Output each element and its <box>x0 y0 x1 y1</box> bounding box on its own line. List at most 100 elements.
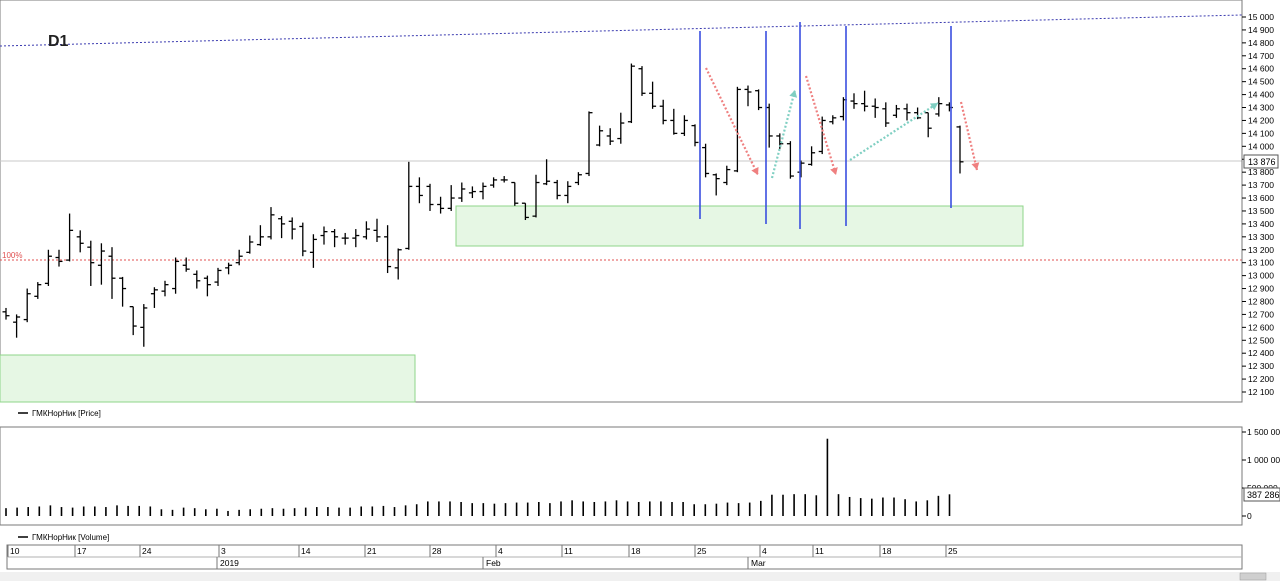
price-bar <box>574 172 582 186</box>
price-tick-label: 14 500 <box>1248 77 1274 87</box>
trend-arrows[interactable] <box>705 67 980 179</box>
price-bar <box>320 226 328 245</box>
trend-arrow-head <box>929 103 938 111</box>
price-tick-label: 13 000 <box>1248 271 1274 281</box>
price-bar <box>458 182 466 202</box>
volume-legend-label: ГМКНорНик [Volume] <box>32 533 109 542</box>
price-bar <box>341 232 349 245</box>
price-bar <box>437 196 445 214</box>
price-bar <box>108 247 116 299</box>
price-bar <box>511 181 519 206</box>
timeframe-label: D1 <box>48 33 69 50</box>
price-bar <box>23 288 31 323</box>
price-bar <box>553 179 561 200</box>
price-bar <box>521 202 529 221</box>
price-bar <box>405 161 413 250</box>
trend-arrow-head <box>751 166 759 175</box>
price-bar <box>861 90 869 112</box>
price-bar <box>150 287 158 308</box>
time-tick-label: 14 <box>301 546 311 556</box>
price-bar <box>267 207 275 240</box>
price-bar <box>659 99 667 125</box>
price-bar <box>723 165 731 186</box>
price-bar <box>256 225 264 246</box>
price-bar <box>638 66 646 96</box>
price-bar <box>97 243 105 285</box>
price-bar <box>914 107 922 120</box>
price-tick-label: 12 500 <box>1248 335 1274 345</box>
price-bar <box>193 270 201 289</box>
price-bar <box>384 225 392 274</box>
price-bar <box>543 159 551 186</box>
price-bar <box>871 98 879 118</box>
price-legend-label: ГМКНорНик [Price] <box>32 409 101 418</box>
price-bar <box>903 103 911 121</box>
vertical-markers[interactable] <box>699 22 952 229</box>
time-tick-label: 21 <box>367 546 377 556</box>
trend-arrow-line <box>849 102 939 161</box>
price-bar <box>808 146 816 166</box>
time-tick-label: 17 <box>77 546 87 556</box>
price-bar <box>468 186 476 199</box>
price-bar <box>712 173 720 196</box>
price-bar <box>129 306 137 336</box>
price-bar <box>829 115 837 125</box>
trend-line[interactable] <box>0 14 1243 47</box>
price-bar <box>278 216 286 239</box>
price-bar <box>479 182 487 200</box>
price-bar <box>786 141 794 179</box>
price-tick-label: 12 700 <box>1248 309 1274 319</box>
price-bar <box>744 85 752 107</box>
price-bar <box>532 174 540 218</box>
price-bar <box>924 112 932 138</box>
last-volume-value: 387 286 <box>1247 490 1280 500</box>
trend-arrow-head <box>830 167 838 175</box>
price-bar <box>309 234 317 268</box>
price-tick-label: 12 400 <box>1248 348 1274 358</box>
price-bar <box>617 112 625 144</box>
price-tick-label: 12 800 <box>1248 296 1274 306</box>
price-bar <box>44 249 52 286</box>
price-tick-label: 14 900 <box>1248 25 1274 35</box>
price-bar <box>596 125 604 147</box>
price-tick-label: 14 400 <box>1248 90 1274 100</box>
price-bar <box>203 275 211 297</box>
price-bar <box>34 282 42 299</box>
price-bar <box>161 280 169 297</box>
price-bar <box>119 276 127 307</box>
time-tick-label: 25 <box>697 546 707 556</box>
price-bar <box>299 222 307 257</box>
price-tick-label: 12 200 <box>1248 374 1274 384</box>
price-bar <box>394 248 402 280</box>
price-tick-label: 13 400 <box>1248 219 1274 229</box>
time-axis-labels: 10 17 24 3 14 21 28 4 11 18 25 4 11 18 25 2019 Feb Mar <box>7 545 958 569</box>
price-bar <box>172 257 180 294</box>
price-tick-label: 15 000 <box>1248 12 1274 22</box>
price-tick-label: 13 600 <box>1248 193 1274 203</box>
price-tick-label: 13 300 <box>1248 232 1274 242</box>
price-bar <box>585 111 593 177</box>
scrollbar-thumb[interactable] <box>1239 572 1267 581</box>
price-bar <box>691 124 699 147</box>
price-tick-label: 14 100 <box>1248 128 1274 138</box>
price-tick-label: 13 800 <box>1248 167 1274 177</box>
volume-tick-label: 1 000 000 <box>1247 455 1280 465</box>
price-bar <box>882 102 890 127</box>
volume-plot-area <box>0 426 1243 526</box>
price-bar <box>755 89 763 111</box>
price-bar <box>2 307 10 320</box>
price-tick-label: 14 600 <box>1248 64 1274 74</box>
time-tick-label: 28 <box>432 546 442 556</box>
volume-tick-label: 1 500 000 <box>1247 427 1280 437</box>
price-bar <box>850 93 858 109</box>
price-bar <box>373 218 381 242</box>
price-tick-label: 14 700 <box>1248 51 1274 61</box>
price-bar <box>935 97 943 117</box>
price-bar <box>956 125 964 174</box>
price-bar <box>670 108 678 135</box>
trend-arrow-line <box>804 75 838 176</box>
horizontal-scrollbar[interactable] <box>0 572 1280 581</box>
price-tick-label: 12 300 <box>1248 361 1274 371</box>
